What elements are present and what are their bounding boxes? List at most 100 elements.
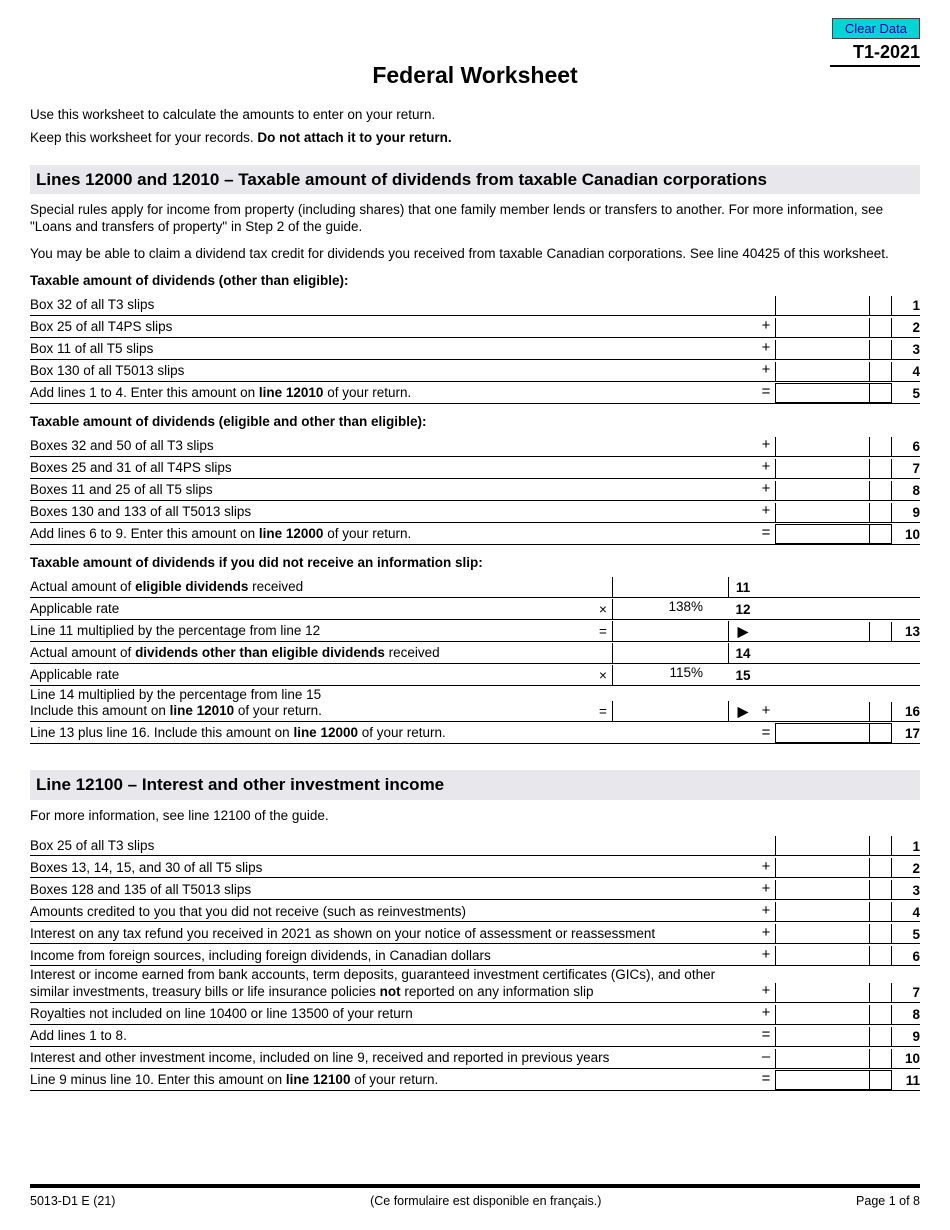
line-13-midop: = [594, 624, 612, 641]
s2-line-7-label-c: reported on any information slip [401, 984, 594, 999]
s2-line-5-op: + [757, 924, 775, 944]
s2-line-11-amount[interactable] [775, 1070, 870, 1090]
line-3-amount[interactable] [775, 340, 870, 360]
line-5-amount[interactable] [775, 383, 870, 403]
line-5-num: 5 [892, 386, 920, 403]
s2-line-1: Box 25 of all T3 slips 1 [30, 834, 920, 856]
line-1-amount[interactable] [775, 296, 870, 316]
s2-line-6-op: + [757, 946, 775, 966]
line-14-midcents[interactable] [707, 643, 729, 663]
intro-p1: Use this worksheet to calculate the amou… [30, 107, 920, 124]
line-13-label: Line 11 multiplied by the percentage fro… [30, 623, 594, 641]
line-16-amount[interactable] [775, 702, 870, 722]
line-13-num: 13 [892, 624, 920, 641]
line-7: Boxes 25 and 31 of all T4PS slips + 7 [30, 457, 920, 479]
s2-line-2-label: Boxes 13, 14, 15, and 30 of all T5 slips [30, 860, 757, 878]
line-16-label-b: Include this amount on [30, 703, 170, 718]
line-14-label-b: dividends other than eligible dividends [135, 645, 385, 660]
line-10-amount[interactable] [775, 524, 870, 544]
s2-line-2-cents[interactable] [870, 858, 892, 878]
s2-line-2-amount[interactable] [775, 858, 870, 878]
line-4-op: + [757, 361, 775, 381]
s2-line-11-cents[interactable] [870, 1070, 892, 1090]
s2-line-4-cents[interactable] [870, 902, 892, 922]
s2-line-5-amount[interactable] [775, 924, 870, 944]
line-13-amount[interactable] [775, 622, 870, 642]
line-13-midcents[interactable] [707, 621, 729, 641]
line-5-label: Add lines 1 to 4. Enter this amount on l… [30, 385, 757, 403]
line-4-amount[interactable] [775, 362, 870, 382]
s2-line-3-cents[interactable] [870, 880, 892, 900]
line-16-op: + [757, 702, 775, 722]
line-15-midval: 115% [612, 665, 707, 685]
s2-line-5-label: Interest on any tax refund you received … [30, 926, 757, 944]
line-5-cents[interactable] [870, 383, 892, 403]
line-6-label: Boxes 32 and 50 of all T3 slips [30, 438, 757, 456]
line-3-cents[interactable] [870, 340, 892, 360]
footer-right: Page 1 of 8 [856, 1194, 920, 1210]
s2-line-11-op: = [757, 1070, 775, 1090]
line-8-cents[interactable] [870, 481, 892, 501]
line-9-label: Boxes 130 and 133 of all T5013 slips [30, 504, 757, 522]
line-5-label-c: of your return. [323, 385, 411, 400]
line-2-amount[interactable] [775, 318, 870, 338]
page-footer: 5013-D1 E (21) (Ce formulaire est dispon… [30, 1184, 920, 1210]
line-13-midval[interactable] [612, 621, 707, 641]
s2-line-9-amount[interactable] [775, 1027, 870, 1047]
line-17-cents[interactable] [870, 723, 892, 743]
line-7-cents[interactable] [870, 459, 892, 479]
s2-line-10-cents[interactable] [870, 1049, 892, 1069]
section1-heading: Lines 12000 and 12010 – Taxable amount o… [30, 165, 920, 194]
s2-line-5-cents[interactable] [870, 924, 892, 944]
s2-line-4: Amounts credited to you that you did not… [30, 900, 920, 922]
line-17: Line 13 plus line 16. Include this amoun… [30, 722, 920, 744]
line-16-cents[interactable] [870, 702, 892, 722]
line-4-cents[interactable] [870, 362, 892, 382]
s2-line-1-amount[interactable] [775, 836, 870, 856]
s2-line-10-op: – [757, 1048, 775, 1068]
line-14: Actual amount of dividends other than el… [30, 642, 920, 664]
line-1-cents[interactable] [870, 296, 892, 316]
s2-line-8-amount[interactable] [775, 1005, 870, 1025]
s2-line-8-cents[interactable] [870, 1005, 892, 1025]
form-id: T1-2021 [830, 41, 920, 67]
s2-line-10-amount[interactable] [775, 1049, 870, 1069]
s2-line-3-amount[interactable] [775, 880, 870, 900]
s2-line-7-amount[interactable] [775, 983, 870, 1003]
s2-line-6-cents[interactable] [870, 946, 892, 966]
line-12-midop: × [594, 602, 612, 619]
line-11-midcents[interactable] [707, 577, 729, 597]
line-16-label: Line 14 multiplied by the percentage fro… [30, 687, 594, 722]
line-12-midnum: 12 [729, 602, 757, 619]
clear-data-button[interactable]: Clear Data [832, 18, 920, 39]
s2-line-6-amount[interactable] [775, 946, 870, 966]
line-14-midnum: 14 [729, 646, 757, 663]
s2-line-4-num: 4 [892, 905, 920, 922]
line-13-arrow: ▶ [729, 624, 757, 641]
line-6-cents[interactable] [870, 437, 892, 457]
line-9-op: + [757, 502, 775, 522]
s2-line-7-cents[interactable] [870, 983, 892, 1003]
line-17-label-a: Line 13 plus line 16. Include this amoun… [30, 725, 293, 740]
s2-line-1-cents[interactable] [870, 836, 892, 856]
line-8-amount[interactable] [775, 481, 870, 501]
line-16-midval[interactable] [612, 701, 707, 721]
line-13-cents[interactable] [870, 622, 892, 642]
line-14-midval[interactable] [612, 643, 707, 663]
section1-p1: Special rules apply for income from prop… [30, 202, 920, 236]
line-4-label: Box 130 of all T5013 slips [30, 363, 757, 381]
line-16-arrow: ▶ [729, 704, 757, 721]
line-11-midval[interactable] [612, 577, 707, 597]
line-9-cents[interactable] [870, 503, 892, 523]
line-17-amount[interactable] [775, 723, 870, 743]
line-16-midcents[interactable] [707, 701, 729, 721]
line-9-amount[interactable] [775, 503, 870, 523]
s2-line-9-cents[interactable] [870, 1027, 892, 1047]
line-10-cents[interactable] [870, 524, 892, 544]
line-6-amount[interactable] [775, 437, 870, 457]
line-7-label: Boxes 25 and 31 of all T4PS slips [30, 460, 757, 478]
section1-sub2: Taxable amount of dividends (eligible an… [30, 414, 920, 431]
line-2-cents[interactable] [870, 318, 892, 338]
s2-line-4-amount[interactable] [775, 902, 870, 922]
line-7-amount[interactable] [775, 459, 870, 479]
